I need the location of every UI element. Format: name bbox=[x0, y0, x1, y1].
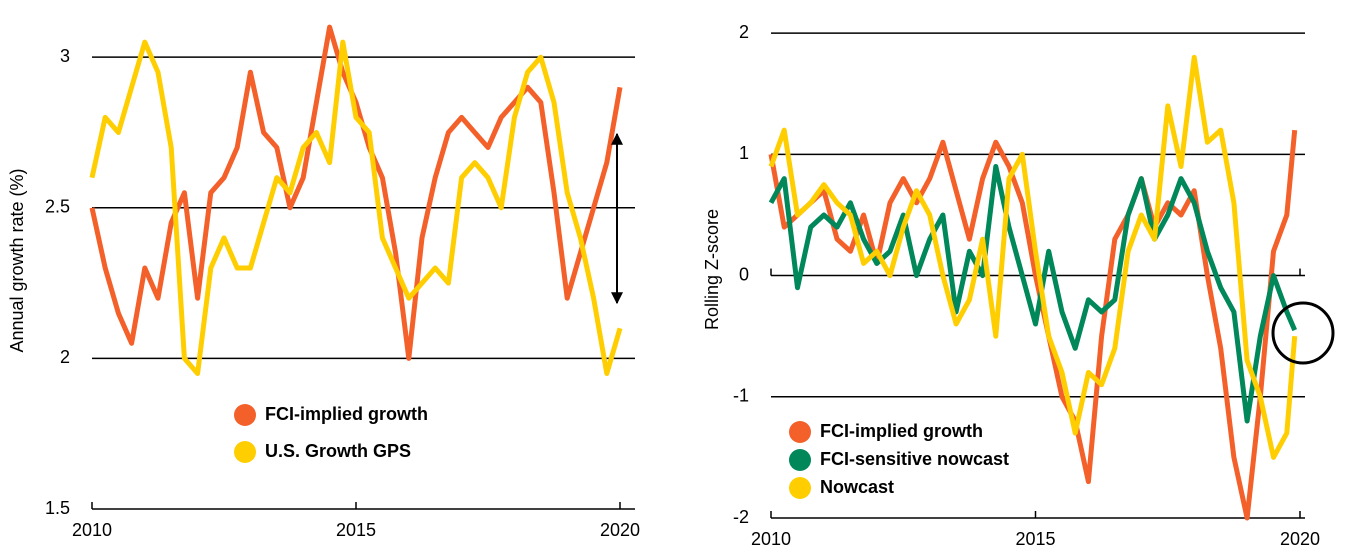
y-tick-label: 0 bbox=[739, 264, 749, 284]
legend: FCI-implied growth FCI-sensitive nowcast N… bbox=[789, 421, 1009, 499]
legend-swatch bbox=[234, 441, 256, 463]
legend-swatch bbox=[789, 449, 811, 471]
legend-label: Nowcast bbox=[820, 477, 894, 497]
legend-label: FCI-implied growth bbox=[265, 404, 428, 424]
series-line bbox=[89, 24, 623, 361]
y-tick-label: 1.5 bbox=[45, 498, 70, 518]
annotations bbox=[611, 132, 1335, 365]
y-tick-label: 2.5 bbox=[45, 197, 70, 217]
x-tick-label: 2020 bbox=[1280, 529, 1320, 549]
y-tick-label: 3 bbox=[60, 46, 70, 66]
y-tick-label: 2 bbox=[60, 347, 70, 367]
series-line bbox=[768, 54, 1298, 460]
legend-label: FCI-sensitive nowcast bbox=[820, 449, 1009, 469]
x-tick-label: 2015 bbox=[336, 520, 376, 540]
y-axis-label: Rolling Z-score bbox=[702, 209, 722, 330]
y-axis-label: Annual growth rate (%) bbox=[7, 168, 27, 352]
x-tick-label: 2010 bbox=[72, 520, 112, 540]
legend-swatch bbox=[789, 421, 811, 443]
x-tick-label: 2015 bbox=[1015, 529, 1055, 549]
x-tick-label: 2010 bbox=[751, 529, 791, 549]
legend-swatch bbox=[234, 404, 256, 426]
legend-label: FCI-implied growth bbox=[820, 421, 983, 441]
y-tick-label: -2 bbox=[733, 507, 749, 527]
series-line bbox=[89, 39, 623, 376]
legend: FCI-implied growth U.S. Growth GPS bbox=[234, 404, 428, 463]
x-tick-label: 2020 bbox=[600, 520, 640, 540]
series-line bbox=[768, 164, 1297, 424]
y-tick-label: 1 bbox=[739, 143, 749, 163]
highlight-circle bbox=[1271, 301, 1335, 365]
legend-label: U.S. Growth GPS bbox=[265, 441, 411, 461]
y-tick-label: 2 bbox=[739, 22, 749, 42]
y-tick-label: -1 bbox=[733, 386, 749, 406]
legend-swatch bbox=[789, 477, 811, 499]
